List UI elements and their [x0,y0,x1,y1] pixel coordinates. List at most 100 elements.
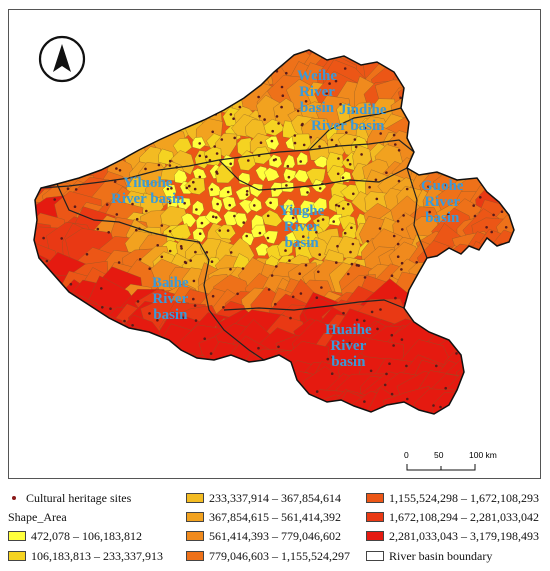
heritage-site-dot [400,268,403,271]
voronoi-cell [34,345,47,391]
voronoi-cell [477,50,514,85]
voronoi-cell [137,384,198,414]
voronoi-cell [210,63,244,101]
heritage-site-dot [156,319,159,322]
voronoi-cell [466,368,514,414]
heritage-site-dot [390,274,394,278]
voronoi-cell [34,50,40,92]
heritage-site-dot [296,109,300,113]
heritage-site-dot [474,139,478,143]
heritage-site-dot [275,265,278,268]
voronoi-cell [485,320,514,375]
heritage-site-dot [117,154,120,158]
voronoi-cell [34,279,70,335]
heritage-site-dot [291,216,295,220]
heritage-site-dot [185,186,189,190]
heritage-site-dot [163,100,167,104]
voronoi-cell [413,274,468,325]
heritage-site-dot [258,114,261,118]
voronoi-cell [34,78,78,126]
legend-class-3: 233,337,914 – 367,854,614 [186,490,341,506]
heritage-site-dot [309,135,313,139]
heritage-site-dot [439,62,443,65]
heritage-site-dot [363,126,367,130]
heritage-site-dot [236,85,239,89]
heritage-site-dot [10,209,13,212]
heritage-site-dot [318,187,322,190]
heritage-site-dot [274,158,278,161]
voronoi-cell [469,73,514,124]
heritage-site-dot [363,276,367,279]
heritage-site-dot [96,227,100,231]
heritage-site-dot [147,378,150,381]
voronoi-cell [34,127,72,175]
heritage-site-dot [12,245,15,248]
voronoi-cell [154,366,212,414]
heritage-site-dot [274,302,277,306]
voronoi-cell [263,167,280,182]
heritage-site-dot [165,131,168,134]
heritage-site-dot [157,163,161,167]
heritage-site-dot [59,140,63,143]
heritage-site-dot [523,347,526,350]
voronoi-cell [479,96,514,142]
voronoi-cell [472,269,514,312]
voronoi-cell [263,230,279,244]
heritage-site-dot [306,191,309,194]
voronoi-cell [130,345,183,398]
heritage-site-dot [485,226,488,229]
legend: Cultural heritage sites Shape_Area 472,0… [0,486,550,571]
heritage-site-dot [352,359,355,362]
voronoi-cell [114,50,164,79]
heritage-site-dot [473,214,477,218]
voronoi-cell [79,326,138,387]
voronoi-cell [460,75,510,135]
heritage-site-dot [131,202,134,206]
heritage-site-dot [435,364,438,368]
heritage-site-dot [507,299,511,303]
heritage-site-dot [257,378,261,381]
heritage-site-dot [492,213,495,217]
voronoi-cell [294,169,309,183]
heritage-site-dot [467,329,471,333]
voronoi-cell [493,50,514,94]
voronoi-cell [40,372,93,414]
voronoi-cell [444,283,494,329]
heritage-site-dot [168,249,172,253]
heritage-site-dot [109,307,112,311]
heritage-site-dot [258,231,262,235]
voronoi-cell [165,50,208,76]
legend-heritage: Cultural heritage sites [6,490,131,506]
heritage-site-dot [226,50,230,52]
voronoi-cell [165,66,201,109]
voronoi-cell [255,166,268,182]
scale-bar: 0 50 100 km [404,450,504,480]
voronoi-cell [234,375,288,414]
voronoi-cell [222,196,237,212]
heritage-site-dot [186,357,190,360]
heritage-site-dot [62,91,66,95]
heritage-site-dot [331,356,335,359]
heritage-site-dot [348,341,351,345]
heritage-site-dot [205,155,208,158]
heritage-site-dot [444,183,448,187]
heritage-site-dot [101,306,104,309]
voronoi-cell [34,303,54,357]
voronoi-cell [296,151,308,166]
heritage-site-dot [328,82,331,85]
heritage-site-dot [501,153,505,156]
heritage-site-dot [315,296,319,300]
map-frame: Weihe River basin Jindihe River basin Yiluo… [8,9,541,479]
boundary-weihe-jindihe [308,107,402,151]
heritage-site-dot [275,115,279,118]
heritage-site-dot [200,33,203,36]
heritage-site-dot [470,103,473,107]
heritage-site-dot [476,274,480,278]
legend-swatch [366,493,384,503]
heritage-site-dot [194,319,198,322]
heritage-site-dot [498,367,501,371]
heritage-site-dot [168,164,172,167]
voronoi-cell [83,50,143,99]
heritage-site-dot [523,261,526,264]
voronoi-cell [67,333,124,380]
